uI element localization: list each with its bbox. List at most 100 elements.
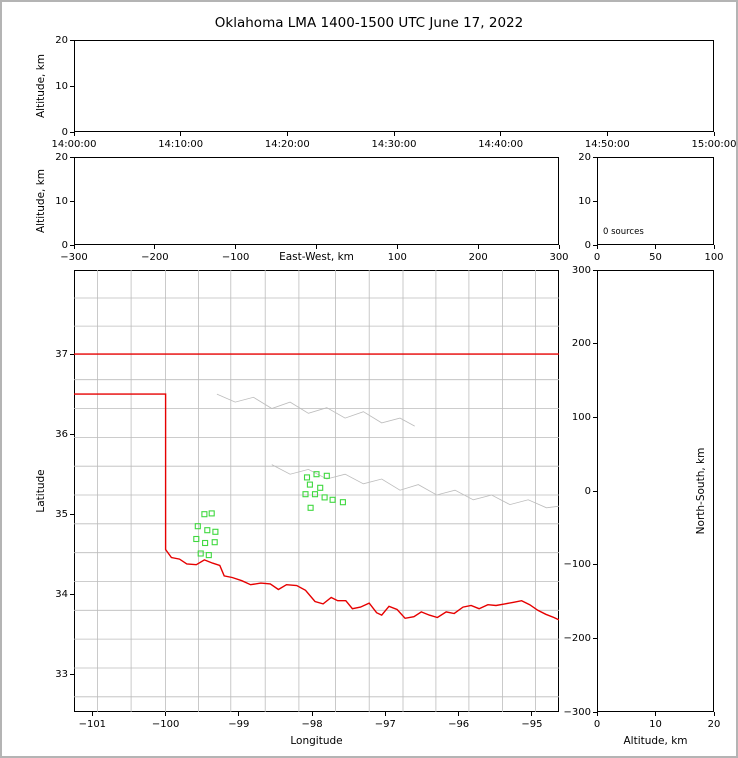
y-tick-mark — [593, 490, 597, 492]
x-tick-mark — [154, 245, 156, 249]
y-tick-mark — [70, 156, 74, 158]
ns_height-ytick-label: 100 — [571, 411, 591, 423]
alt_histogram-ytick-label: 20 — [578, 151, 591, 163]
ew_height-ylabel: Altitude, km — [35, 168, 47, 234]
y-tick-mark — [593, 637, 597, 639]
plan_view-xtick-label: −95 — [521, 719, 543, 730]
ns_height-ytick-label: 300 — [571, 264, 591, 276]
y-tick-mark — [593, 416, 597, 418]
x-tick-mark — [606, 132, 608, 136]
y-tick-mark — [70, 433, 74, 435]
plan_view-ytick-label: 37 — [55, 348, 68, 360]
alt_histogram-annotation: 0 sources — [603, 227, 644, 237]
time_height-ylabel: Altitude, km — [35, 53, 47, 119]
x-tick-mark — [311, 712, 313, 716]
x-tick-mark — [458, 712, 460, 716]
y-tick-mark — [593, 269, 597, 271]
y-tick-mark — [593, 244, 597, 246]
x-tick-mark — [655, 712, 656, 716]
x-tick-mark — [91, 712, 93, 716]
figure-title: Oklahoma LMA 1400-1500 UTC June 17, 2022 — [214, 15, 524, 31]
plan_view-xtick-label: −101 — [78, 719, 107, 730]
time_height-xtick-label: 14:00:00 — [51, 139, 97, 150]
x-tick-mark — [316, 245, 317, 249]
y-tick-mark — [593, 200, 597, 202]
plan_view-ytick-label: 33 — [55, 668, 68, 680]
ew_height-xtick-label: 100 — [387, 252, 407, 263]
time_height-xtick-label: 14:40:00 — [478, 139, 524, 150]
x-tick-mark — [596, 245, 598, 249]
ew_height-xtick-label: −300 — [60, 252, 88, 263]
x-tick-mark — [596, 712, 598, 716]
ew_height-panel — [74, 157, 559, 245]
x-tick-mark — [531, 712, 533, 716]
y-tick-mark — [70, 513, 74, 515]
station-markers — [193, 471, 346, 559]
plan_view-xtick-label: −96 — [448, 719, 470, 730]
lma-station-marker — [194, 523, 201, 530]
alt_histogram-ytick-label: 10 — [578, 195, 591, 207]
lma-station-marker — [329, 496, 336, 503]
lma-station-marker — [212, 528, 219, 535]
time_height-panel — [74, 40, 714, 132]
ns_height-xtick-label: 20 — [707, 719, 721, 730]
lma-station-marker — [208, 510, 215, 517]
x-tick-mark — [286, 132, 288, 136]
lma-station-marker — [311, 491, 319, 498]
plan_view-ytick-label: 35 — [55, 508, 68, 520]
ns_height-panel — [597, 270, 714, 712]
lma-station-marker — [302, 491, 309, 498]
plan_view-xtick-label: −100 — [151, 719, 180, 730]
plan_view-xlabel: Longitude — [290, 735, 343, 747]
x-tick-mark — [713, 245, 715, 249]
time_height-xtick-label: 14:10:00 — [158, 139, 204, 150]
time_height-ytick-label: 10 — [55, 80, 68, 92]
lma-station-marker — [323, 472, 330, 479]
plan_view-xtick-label: −99 — [228, 719, 250, 730]
alt_histogram-ytick-label: 0 — [584, 239, 591, 251]
lma-station-marker — [313, 471, 320, 478]
lma-station-marker — [303, 474, 311, 481]
oklahoma-map — [74, 270, 559, 712]
ns_height-ytick-label: −300 — [563, 706, 591, 718]
x-tick-mark — [393, 132, 395, 136]
lma-station-marker — [306, 481, 313, 488]
x-tick-mark — [73, 132, 75, 136]
y-tick-mark — [70, 200, 74, 202]
y-tick-mark — [593, 564, 597, 566]
y-tick-mark — [593, 156, 597, 158]
lma-station-marker — [211, 539, 218, 546]
plan_view-panel — [74, 270, 559, 712]
time_height-ytick-label: 20 — [55, 34, 68, 46]
lma-station-marker — [202, 539, 209, 547]
ew_height-xtick-label: 300 — [549, 252, 569, 263]
ns_height-ytick-label: 200 — [571, 338, 591, 350]
y-tick-mark — [70, 244, 74, 246]
y-tick-mark — [593, 343, 597, 345]
x-tick-mark — [180, 132, 182, 136]
county-lines — [74, 270, 559, 712]
lma-station-marker — [321, 494, 328, 501]
time_height-xtick-label: 14:30:00 — [371, 139, 417, 150]
time_height-ytick-label: 0 — [61, 126, 68, 138]
ns_height-ylabel: North-South, km — [695, 447, 707, 535]
lma-station-marker — [193, 535, 200, 543]
alt_histogram-xtick-label: 100 — [704, 252, 724, 263]
x-tick-mark — [238, 712, 240, 716]
time_height-xtick-label: 15:00:00 — [691, 139, 737, 150]
x-tick-mark — [396, 245, 398, 249]
ew_height-xtick-label: 200 — [468, 252, 488, 263]
ew_height-xtick-label: −100 — [221, 252, 250, 263]
y-tick-mark — [70, 593, 74, 595]
lma-station-marker — [204, 527, 211, 534]
lma-station-marker — [201, 511, 208, 518]
plan_view-ytick-label: 36 — [55, 428, 68, 440]
x-tick-mark — [713, 712, 715, 716]
ns_height-xtick-label: 0 — [593, 719, 601, 730]
ns_height-ytick-label: −200 — [563, 632, 591, 644]
x-tick-mark — [73, 245, 75, 249]
time_height-xtick-label: 14:20:00 — [264, 139, 310, 150]
ew_height-ytick-label: 0 — [61, 239, 68, 251]
lma-station-marker — [317, 484, 324, 491]
